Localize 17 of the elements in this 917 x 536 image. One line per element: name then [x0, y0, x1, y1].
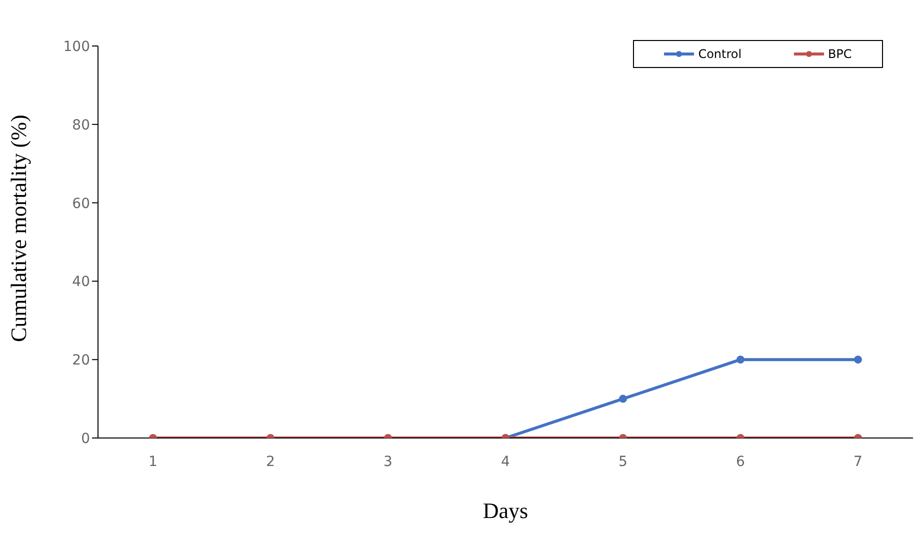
y-tick-label: 60 [72, 196, 90, 212]
y-tick-label: 0 [81, 430, 90, 447]
x-tick-label: 2 [266, 454, 275, 470]
y-tick-label: 20 [72, 352, 90, 369]
legend-label: Control [697, 47, 742, 61]
x-axis-title: Days [482, 498, 528, 523]
x-tick-label: 7 [854, 454, 862, 470]
x-tick-label: 6 [736, 454, 746, 470]
x-tick-label: 1 [148, 454, 158, 470]
y-axis-title: Cumulative mortality (%) [6, 114, 31, 342]
x-tick-label: 5 [618, 454, 628, 470]
legend-label: BPC [826, 47, 852, 61]
x-tick-label: 4 [501, 454, 510, 470]
y-tick-label: 40 [72, 274, 90, 290]
x-tick-label: 3 [384, 454, 392, 470]
y-tick-label: 80 [72, 117, 90, 134]
y-tick-label: 100 [63, 38, 90, 55]
